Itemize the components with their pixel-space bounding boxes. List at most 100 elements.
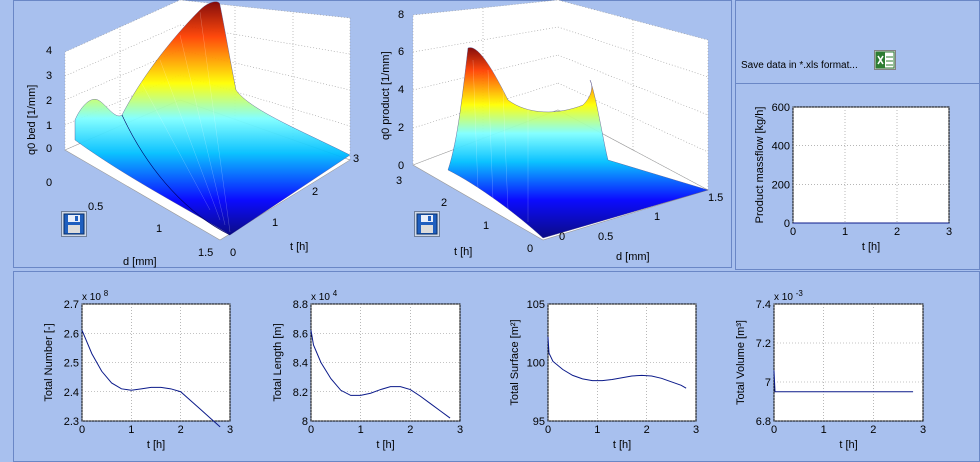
x-tick-label: 3 bbox=[227, 424, 233, 436]
x-tick: 1.5 bbox=[198, 247, 213, 259]
y-tick-label: 2.6 bbox=[64, 328, 79, 340]
x-tick-label: 2 bbox=[178, 424, 184, 436]
x-tick-label: 1 bbox=[128, 424, 134, 436]
x-tick: 0.5 bbox=[88, 201, 103, 213]
x-axis-label: t [h] bbox=[376, 439, 394, 451]
y-tick: 0 bbox=[230, 247, 236, 259]
y-tick: 3 bbox=[353, 153, 359, 165]
y-tick-label: 8.8 bbox=[293, 299, 308, 311]
save-xls-button[interactable] bbox=[874, 50, 896, 70]
y-axis-label: Total Length [m] bbox=[272, 323, 284, 401]
series-line bbox=[547, 336, 687, 389]
series-line bbox=[81, 330, 221, 428]
z-tick: 4 bbox=[398, 84, 404, 96]
y-axis-label: Product massflow [kg/h] bbox=[754, 107, 766, 224]
plot-area bbox=[773, 303, 924, 422]
x-tick-label: 2 bbox=[894, 226, 900, 238]
x-tick: 0.5 bbox=[598, 231, 613, 243]
x-axis-label: t [h] bbox=[839, 439, 857, 451]
y-tick-label: 400 bbox=[772, 141, 790, 153]
save-panel bbox=[735, 0, 980, 84]
x-tick: 1 bbox=[654, 211, 660, 223]
excel-icon bbox=[875, 51, 895, 69]
floppy-disk-icon bbox=[416, 213, 438, 235]
x-tick: 1 bbox=[156, 223, 162, 235]
plot-area bbox=[792, 106, 950, 224]
y-tick: 3 bbox=[396, 175, 402, 187]
x-tick-label: 1 bbox=[594, 424, 600, 436]
y-tick-label: 8 bbox=[302, 416, 308, 428]
y-tick-label: 8.2 bbox=[293, 387, 308, 399]
x-tick-label: 0 bbox=[545, 424, 551, 436]
x-tick-label: 1 bbox=[358, 424, 364, 436]
y-tick-label: 2.4 bbox=[64, 387, 79, 399]
y-axis-label: Total Number [-] bbox=[43, 323, 55, 401]
massflow-chart: 0 1 2 3 0 200 400 600 t [h] Product massflow [kg/… bbox=[754, 102, 952, 253]
save-bed-plot-button[interactable] bbox=[61, 211, 87, 237]
z-tick: 6 bbox=[398, 46, 404, 58]
x-axis-label: t [h] bbox=[147, 439, 165, 451]
x-tick-label: 0 bbox=[790, 226, 796, 238]
z-tick: 1 bbox=[46, 120, 52, 132]
y-tick-label: 8.6 bbox=[293, 328, 308, 340]
y-axis-label: Total Surface [m²] bbox=[509, 319, 521, 405]
y-tick-label: 2.7 bbox=[64, 299, 79, 311]
total-volume-chart: 0 1 2 3 6.8 7 7.2 7.4 t [h] Total Volume [m³] x 10… bbox=[735, 289, 926, 451]
x-tick: 0 bbox=[559, 231, 565, 243]
x-tick-label: 2 bbox=[407, 424, 413, 436]
ylabel-product: t [h] bbox=[454, 246, 472, 258]
xlabel-bed: d [mm] bbox=[123, 256, 157, 268]
x-tick-label: 3 bbox=[920, 424, 926, 436]
ylabel-bed: t [h] bbox=[290, 241, 308, 253]
z-tick: 3 bbox=[46, 70, 52, 82]
x-tick-label: 3 bbox=[693, 424, 699, 436]
x-tick-label: 2 bbox=[644, 424, 650, 436]
x-tick: 0 bbox=[46, 177, 52, 189]
total-length-chart: 0 1 2 3 8 8.2 8.4 8.6 8.8 t [h] Total Length [m] x … bbox=[272, 289, 463, 451]
z-tick: 8 bbox=[398, 9, 404, 21]
y-tick-label: 95 bbox=[533, 416, 545, 428]
x-tick-label: 3 bbox=[457, 424, 463, 436]
y-tick: 1 bbox=[483, 220, 489, 232]
x-tick-label: 0 bbox=[79, 424, 85, 436]
axis-exponent: x 10 4 bbox=[311, 289, 338, 303]
axis-exponent: x 10 8 bbox=[82, 289, 109, 303]
x-tick-label: 3 bbox=[946, 226, 952, 238]
x-tick-label: 1 bbox=[842, 226, 848, 238]
series-line bbox=[310, 330, 451, 419]
zlabel-bed: q0 bed [1/mm] bbox=[26, 85, 38, 155]
x-axis-label: t [h] bbox=[862, 241, 880, 253]
y-tick-label: 7.2 bbox=[756, 338, 771, 350]
total-surface-chart: 0 1 2 3 95 100 105 t [h] Total Surface [m²] bbox=[509, 299, 699, 451]
axis-exponent: x 10 -3 bbox=[774, 289, 803, 303]
y-tick: 0 bbox=[527, 243, 533, 255]
x-tick: 1.5 bbox=[708, 192, 723, 204]
y-tick-label: 7 bbox=[765, 377, 771, 389]
total-number-chart: 0 1 2 3 2.3 2.4 2.5 2.6 2.7 t [h] Total Number [-]… bbox=[43, 289, 233, 451]
y-tick-label: 200 bbox=[772, 179, 790, 191]
x-axis-label: t [h] bbox=[613, 439, 631, 451]
floppy-disk-icon bbox=[63, 213, 85, 235]
z-tick: 0 bbox=[398, 160, 404, 172]
y-tick-label: 600 bbox=[772, 102, 790, 114]
y-tick-label: 100 bbox=[527, 358, 545, 370]
y-tick: 2 bbox=[441, 197, 447, 209]
x-tick-label: 0 bbox=[771, 424, 777, 436]
x-tick-label: 0 bbox=[308, 424, 314, 436]
x-tick-label: 1 bbox=[821, 424, 827, 436]
y-tick-label: 7.4 bbox=[756, 299, 771, 311]
y-tick-label: 2.3 bbox=[64, 416, 79, 428]
surface-plots-panel bbox=[13, 0, 732, 268]
y-axis-label: Total Volume [m³] bbox=[735, 320, 747, 405]
y-tick: 2 bbox=[312, 186, 318, 198]
z-tick: 4 bbox=[46, 45, 52, 57]
xlabel-product: d [mm] bbox=[616, 251, 650, 263]
series-line bbox=[773, 370, 914, 393]
plot-area bbox=[81, 303, 231, 422]
save-product-plot-button[interactable] bbox=[414, 211, 440, 237]
y-tick-label: 2.5 bbox=[64, 358, 79, 370]
plot-area bbox=[547, 303, 697, 422]
q0-bed-surface-plot: q0 bed [1/mm] 4 3 2 1 0 0 0.5 1 1.5 d [m… bbox=[26, 0, 359, 268]
z-tick: 2 bbox=[398, 122, 404, 134]
y-tick-label: 105 bbox=[527, 299, 545, 311]
